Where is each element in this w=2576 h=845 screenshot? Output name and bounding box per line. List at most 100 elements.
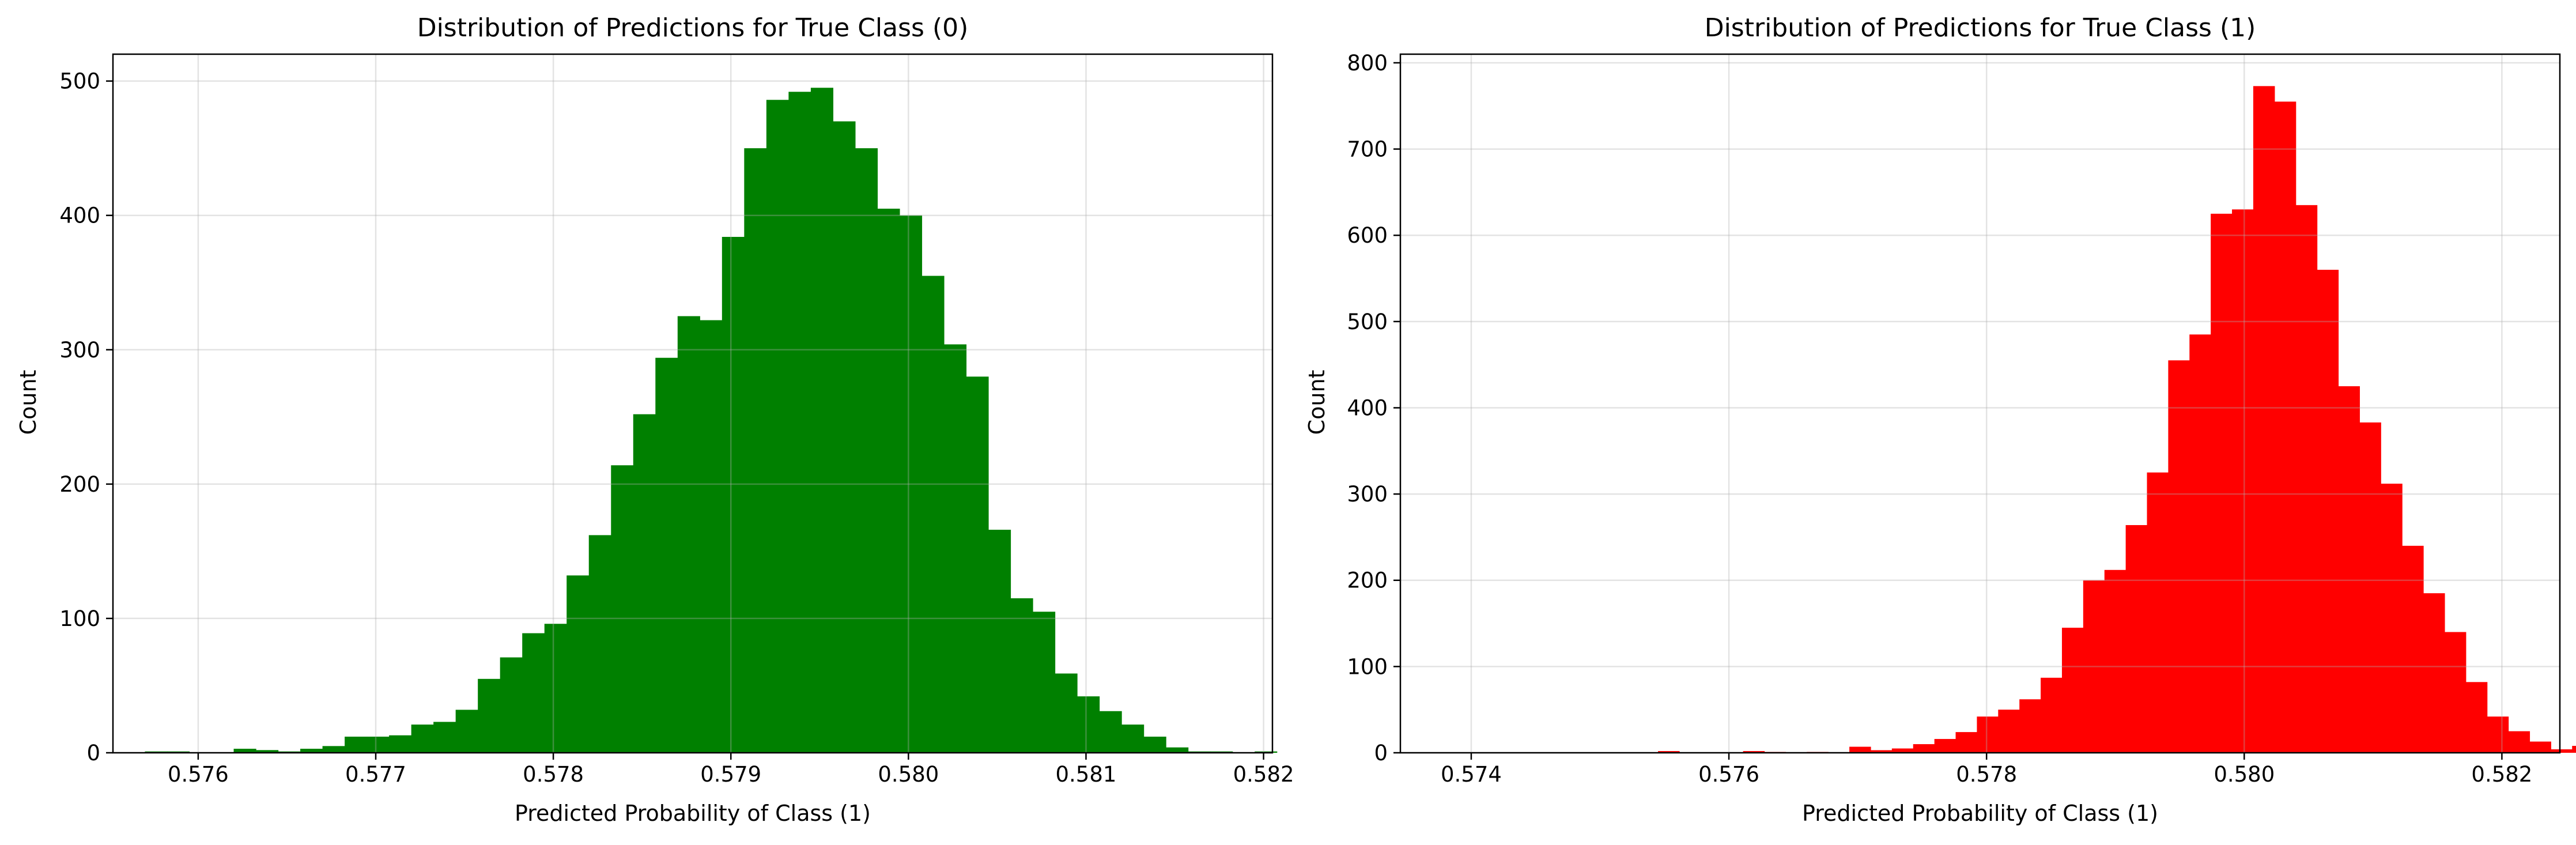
histogram-bar [2295, 205, 2318, 753]
histogram-bar [478, 678, 501, 753]
x-axis-label: Predicted Probability of Class (1) [515, 801, 871, 826]
histogram-bar [1121, 725, 1145, 753]
histogram-bar [1743, 751, 1765, 753]
y-tick-label: 0 [1374, 741, 1388, 765]
histogram-bar [1055, 673, 1078, 753]
x-tick-label: 0.577 [345, 762, 406, 787]
y-tick-label: 0 [86, 741, 100, 765]
histogram-bar [1658, 751, 1680, 753]
histogram-bar [2211, 213, 2233, 753]
histogram-bar [2572, 746, 2576, 753]
histogram-bar [1099, 711, 1122, 753]
plot-area: 0.574 0.576 0.578 0.580 0.582 0 100 200 300 400 50… [1347, 51, 2576, 787]
axes-frame [112, 53, 1274, 754]
y-tick-label: 400 [59, 203, 100, 228]
y-tick-label: 100 [1347, 654, 1388, 679]
histogram-bar [2019, 699, 2041, 753]
histogram-bar [2444, 632, 2467, 753]
histogram-bar [256, 750, 279, 753]
x-tick-label: 0.574 [1441, 762, 1502, 787]
histogram-bar [1913, 744, 1935, 753]
histogram-bar [788, 92, 811, 753]
chart-title: Distribution of Predictions for True Cla… [417, 13, 969, 43]
histogram-bar [1977, 716, 1999, 753]
y-axis-label: Count [1304, 370, 1329, 435]
histogram-bar [2061, 628, 2084, 753]
histogram-bar [2104, 569, 2126, 753]
histogram-bar [2402, 545, 2424, 753]
histogram-bar [1143, 737, 1166, 753]
histogram-bar [966, 376, 989, 753]
x-tick-label: 0.579 [700, 762, 761, 787]
histogram-bar [389, 735, 412, 753]
chart-panel-class-0: Distribution of Predictions for True Cla… [16, 13, 1294, 826]
chart-title: Distribution of Predictions for True Cla… [1705, 13, 2256, 43]
histogram-bar [766, 100, 789, 753]
y-tick-label: 200 [1347, 568, 1388, 593]
y-tick-label: 700 [1347, 137, 1388, 162]
histogram-bar [2465, 682, 2488, 753]
chart-panel-class-1: Distribution of Predictions for True Cla… [1304, 13, 2576, 826]
histogram-bar [2423, 593, 2445, 753]
histogram-bar [2338, 386, 2360, 753]
histogram-bar [921, 276, 945, 753]
histogram-bar [433, 722, 456, 753]
histogram-bar [2381, 484, 2403, 753]
histogram-bar [566, 575, 590, 753]
histogram-bars [1658, 86, 2576, 753]
histogram-bar [633, 414, 656, 753]
histogram-bar [611, 465, 634, 753]
x-axis-label: Predicted Probability of Class (1) [1802, 801, 2158, 826]
x-tick-label: 0.578 [523, 762, 584, 787]
y-tick-label: 500 [1347, 310, 1388, 334]
histogram-bar [345, 737, 368, 753]
x-tick-label: 0.582 [1233, 762, 1294, 787]
y-tick-label: 800 [1347, 51, 1388, 76]
histogram-bar [2041, 677, 2063, 753]
y-tick-label: 200 [59, 472, 100, 497]
histogram-bar [2487, 716, 2509, 753]
histogram-bar [677, 316, 700, 753]
x-tick-label: 0.576 [168, 762, 229, 787]
histogram-bar [1166, 747, 1189, 753]
plot-area: 0.576 0.577 0.578 0.579 0.580 0.581 0.582 0 100 2… [59, 53, 1294, 787]
y-tick-label: 400 [1347, 395, 1388, 420]
histogram-bar [744, 148, 767, 753]
histogram-bar [2253, 86, 2275, 753]
x-tick-label: 0.580 [2214, 762, 2275, 787]
histogram-bar [500, 657, 523, 753]
histogram-bar [2083, 580, 2105, 753]
histogram-bar [2529, 741, 2551, 753]
histogram-bar [1955, 732, 1978, 753]
histogram-bar [1077, 696, 1100, 753]
histogram-bar [1870, 750, 1893, 753]
histogram-bar [855, 148, 878, 753]
histogram-bar [455, 710, 478, 753]
histogram-bar [899, 215, 923, 753]
histogram-bar [1998, 710, 2020, 753]
histogram-bars [145, 88, 1278, 753]
histogram-bar [233, 749, 256, 753]
histogram-bar [1934, 739, 1956, 753]
histogram-bar [833, 121, 856, 753]
histogram-bar [2359, 422, 2381, 753]
histogram-bar [300, 749, 323, 753]
histogram-bar [2508, 731, 2530, 753]
histogram-bar [1010, 598, 1033, 753]
x-tick-label: 0.581 [1056, 762, 1117, 787]
y-tick-label: 300 [1347, 482, 1388, 507]
y-tick-label: 600 [1347, 223, 1388, 248]
histogram-bar [2274, 101, 2297, 753]
histogram-bar [810, 88, 834, 753]
histogram-bar [722, 236, 745, 753]
x-tick-label: 0.582 [2471, 762, 2532, 787]
histogram-bar [544, 624, 567, 753]
axes-frame [1399, 53, 2561, 754]
histogram-bar [411, 725, 434, 753]
x-tick-label: 0.578 [1956, 762, 2017, 787]
y-tick-label: 300 [59, 338, 100, 363]
y-tick-label: 500 [59, 69, 100, 94]
histogram-bar [2125, 525, 2148, 753]
histogram-bar [700, 320, 723, 753]
